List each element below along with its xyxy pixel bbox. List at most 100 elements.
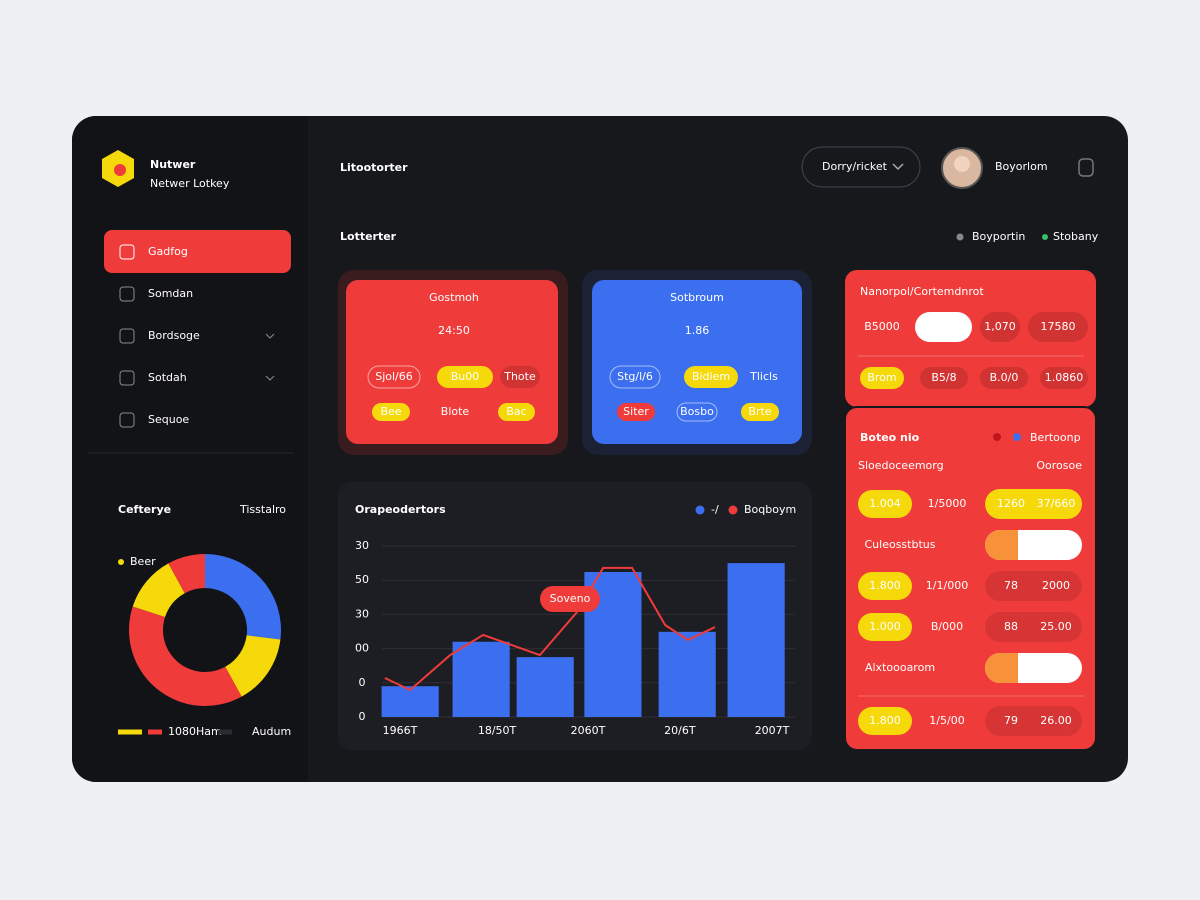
logo-dot — [114, 164, 126, 176]
summary-card — [845, 270, 1096, 407]
pill[interactable] — [985, 612, 1082, 642]
pill-label: 1.000 — [869, 620, 901, 633]
pill[interactable] — [915, 312, 972, 342]
row-label: Alxtoooarom — [865, 661, 935, 674]
x-tick-label: 2007T — [755, 724, 790, 737]
legend-dot — [1042, 234, 1048, 240]
nav-icon — [119, 244, 135, 260]
legend-label: -/ — [711, 503, 719, 516]
card-note: Tisstalro — [239, 503, 286, 516]
pill[interactable] — [858, 613, 912, 641]
pill[interactable] — [860, 367, 904, 389]
pill[interactable] — [858, 490, 912, 518]
pill-label: Blote — [441, 405, 470, 418]
pill[interactable] — [367, 365, 421, 389]
page-title: Litootorter — [340, 161, 408, 174]
pill[interactable] — [920, 367, 968, 389]
row-value: 277/66 — [1031, 661, 1070, 674]
donut-segment — [132, 563, 185, 618]
pill[interactable] — [609, 365, 661, 389]
pill[interactable] — [858, 572, 912, 600]
pill[interactable] — [985, 706, 1082, 736]
row-cell: 37/660 — [1037, 497, 1076, 510]
donut-segment — [225, 635, 281, 697]
pill[interactable] — [985, 489, 1082, 519]
nav-item[interactable]: Bordsoge — [148, 329, 200, 342]
pill[interactable] — [498, 403, 535, 421]
x-tick-label: 18/50T — [478, 724, 517, 737]
pill-label: B5000 — [864, 320, 900, 333]
nav-icon — [119, 286, 135, 302]
nav-item[interactable]: Sotdah — [148, 371, 187, 384]
pill[interactable] — [858, 707, 912, 735]
row-cell: 1/5000 — [928, 497, 967, 510]
pill[interactable] — [684, 366, 738, 388]
annotation: Soveno — [550, 592, 591, 605]
pill[interactable] — [437, 366, 493, 388]
pill-label: Bac — [506, 405, 526, 418]
pill-label: Tlicls — [749, 370, 778, 383]
legend-label: 1080Ham — [168, 725, 222, 738]
chevron — [265, 333, 275, 339]
annotation-pill — [540, 586, 600, 612]
donut-segment — [205, 554, 282, 640]
pill[interactable] — [1028, 312, 1088, 342]
stat-label: Gostmoh — [429, 291, 479, 304]
dropdown[interactable] — [801, 146, 921, 188]
brand-subtitle: Netwer Lotkey — [150, 177, 230, 190]
legend-label: Stobany — [1053, 230, 1099, 243]
card-title: Nanorpol/Cortemdnrot — [860, 285, 984, 298]
y-tick-label: 00 — [355, 642, 369, 655]
pill[interactable] — [1040, 367, 1088, 389]
y-tick-label: 50 — [355, 573, 369, 586]
pill[interactable] — [980, 312, 1020, 342]
legend-label: Boqboym — [744, 503, 796, 516]
pill-accent — [985, 653, 1018, 683]
pill-label: Bidlem — [692, 370, 730, 383]
nav-item[interactable]: Gadfog — [148, 245, 188, 258]
y-tick-label: 30 — [355, 607, 369, 620]
row-cell: 1/1/000 — [926, 579, 968, 592]
nav-item[interactable]: Sequoe — [148, 413, 189, 426]
pill[interactable] — [372, 403, 410, 421]
avatar-face — [954, 156, 970, 172]
y-tick-label: 30 — [355, 539, 369, 552]
pill-label: Bee — [380, 405, 401, 418]
y-tick-label: 0 — [359, 710, 366, 723]
pill[interactable] — [741, 403, 779, 421]
legend-label: Audum — [252, 725, 291, 738]
pill-label: 1,070 — [984, 320, 1016, 333]
pill-label: 17580 — [1041, 320, 1076, 333]
line — [384, 566, 716, 692]
notification-icon[interactable] — [1078, 158, 1094, 177]
legend-dot — [118, 559, 124, 565]
y-tick-label: 0 — [359, 676, 366, 689]
nav-active[interactable] — [104, 230, 291, 273]
pill-label: 1.004 — [869, 497, 901, 510]
pill-label: Thote — [503, 370, 536, 383]
pill-label: 1.800 — [869, 579, 901, 592]
row-cell: 2000 — [1042, 579, 1070, 592]
nav-item[interactable]: Somdan — [148, 287, 193, 300]
bar — [516, 657, 574, 717]
pill[interactable] — [436, 403, 474, 421]
bar — [658, 631, 716, 717]
legend-dot — [956, 233, 964, 241]
bar — [452, 641, 510, 717]
pill[interactable] — [985, 571, 1082, 601]
row-cell: 26.00 — [1040, 714, 1072, 727]
chevron — [892, 163, 904, 171]
x-tick-label: 1966T — [383, 724, 418, 737]
user-name: Boyorlom — [995, 160, 1048, 173]
pill[interactable] — [500, 366, 540, 388]
pill-label: Bu00 — [451, 370, 480, 383]
pill[interactable] — [676, 402, 718, 422]
pill[interactable] — [980, 367, 1028, 389]
row-cell: 78 — [1004, 579, 1018, 592]
pill-label: Stg/l/6 — [617, 370, 653, 383]
pill[interactable] — [617, 403, 655, 421]
pill-label: 2,600 — [928, 320, 960, 333]
pill-label: Brte — [748, 405, 771, 418]
